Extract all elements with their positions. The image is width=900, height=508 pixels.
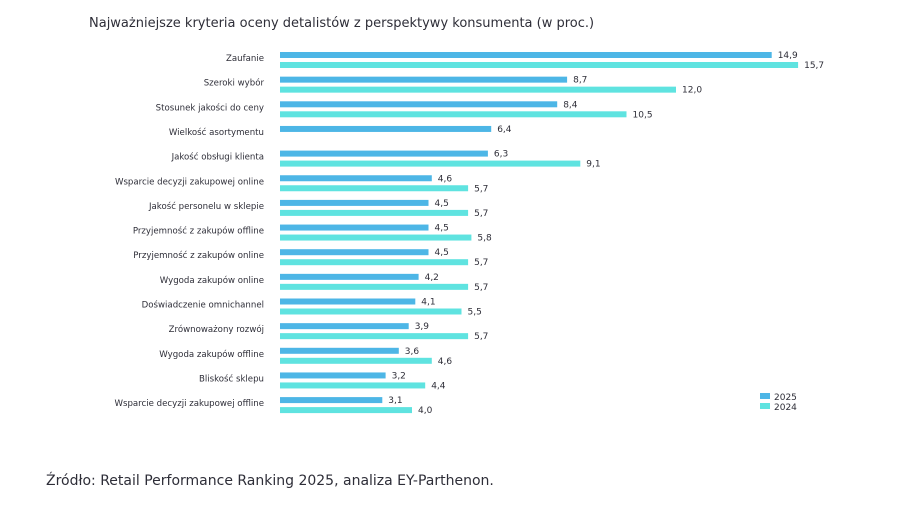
bar-2024 <box>280 160 581 167</box>
bar-2024 <box>280 407 412 414</box>
bar-chart: Zaufanie 14,9 15,7 Szeroki wybór 8,7 12,0 Stos… <box>114 51 824 416</box>
legend-swatch-2025 <box>760 393 770 399</box>
chart-title: Najważniejsze kryteria oceny detalistów … <box>89 16 595 31</box>
bar-2025 <box>280 125 492 132</box>
data-label-2024: 5,8 <box>477 234 492 244</box>
bar-2025 <box>280 249 429 256</box>
bar-2025 <box>280 150 488 157</box>
bar-2024 <box>280 234 472 241</box>
data-label-2025: 6,3 <box>494 150 508 160</box>
data-label-2025: 4,5 <box>435 224 449 234</box>
bar-2024 <box>280 308 462 315</box>
data-label-2024: 9,1 <box>586 160 600 170</box>
bar-2024 <box>280 111 627 118</box>
category-label: Wsparcie decyzji zakupowej offline <box>114 399 264 409</box>
bar-2025 <box>280 273 419 280</box>
bar-2024 <box>280 333 469 340</box>
category-label: Jakość obsługi klienta <box>171 152 264 163</box>
category-label: Doświadczenie omnichannel <box>142 300 264 311</box>
data-label-2024: 4,6 <box>438 357 453 367</box>
data-label-2024: 5,7 <box>474 283 488 293</box>
bar-2025 <box>280 347 399 354</box>
data-label-2025: 4,2 <box>425 273 439 283</box>
category-label: Przyjemność z zakupów offline <box>133 226 264 237</box>
category-label: Stosunek jakości do ceny <box>156 102 264 113</box>
category-label: Szeroki wybór <box>204 78 265 89</box>
category-label: Przyjemność z zakupów online <box>133 250 264 261</box>
data-label-2024: 10,5 <box>633 110 653 120</box>
bar-2025 <box>280 372 386 379</box>
bar-2024 <box>280 357 432 364</box>
bar-2024 <box>280 185 469 192</box>
data-label-2024: 5,7 <box>474 258 488 268</box>
bar-2025 <box>280 224 429 231</box>
bar-2024 <box>280 209 469 216</box>
bar-2024 <box>280 283 469 290</box>
bar-2024 <box>280 259 469 266</box>
category-label: Wygoda zakupów offline <box>159 349 264 360</box>
legend-label-2024: 2024 <box>774 403 797 413</box>
data-label-2025: 3,9 <box>415 322 430 332</box>
data-label-2025: 4,1 <box>421 298 435 308</box>
bar-2025 <box>280 52 772 58</box>
bar-2024 <box>280 382 426 389</box>
data-label-2025: 14,9 <box>778 51 798 61</box>
data-label-2025: 3,2 <box>392 371 406 381</box>
bar-2025 <box>280 101 558 108</box>
category-label: Zaufanie <box>226 54 264 64</box>
bar-2025 <box>280 175 432 182</box>
category-label: Wsparcie decyzji zakupowej online <box>115 177 264 187</box>
data-label-2025: 4,5 <box>435 199 449 209</box>
bar-2025 <box>280 76 568 83</box>
bar-2024 <box>280 62 799 68</box>
legend-swatch-2024 <box>760 403 770 409</box>
data-label-2025: 8,4 <box>563 100 578 110</box>
data-label-2024: 5,7 <box>474 184 488 194</box>
data-label-2025: 3,6 <box>405 347 420 357</box>
category-label: Zrównoważony rozwój <box>169 324 264 335</box>
category-label: Wielkość asortymentu <box>169 127 264 138</box>
data-label-2024: 5,7 <box>474 209 488 219</box>
data-label-2024: 15,7 <box>804 61 824 71</box>
legend-label-2025: 2025 <box>774 393 797 403</box>
category-label: Jakość personelu w sklepie <box>148 201 264 212</box>
data-label-2025: 8,7 <box>573 76 587 86</box>
data-label-2024: 12,0 <box>682 86 702 96</box>
data-label-2024: 4,4 <box>431 381 446 391</box>
data-label-2025: 6,4 <box>497 125 512 135</box>
source-note: Źródło: Retail Performance Ranking 2025,… <box>46 473 494 489</box>
bar-2025 <box>280 199 429 206</box>
bar-2024 <box>280 86 676 93</box>
data-label-2024: 5,7 <box>474 332 488 342</box>
category-label: Wygoda zakupów online <box>160 275 264 286</box>
data-label-2025: 4,6 <box>438 174 453 184</box>
data-label-2024: 4,0 <box>418 406 433 416</box>
data-label-2025: 4,5 <box>435 248 449 258</box>
bar-2025 <box>280 397 383 404</box>
category-label: Bliskość sklepu <box>199 373 264 384</box>
data-label-2025: 3,1 <box>388 396 402 406</box>
bar-2025 <box>280 298 416 305</box>
data-label-2024: 5,5 <box>468 308 482 318</box>
bar-2025 <box>280 323 409 330</box>
